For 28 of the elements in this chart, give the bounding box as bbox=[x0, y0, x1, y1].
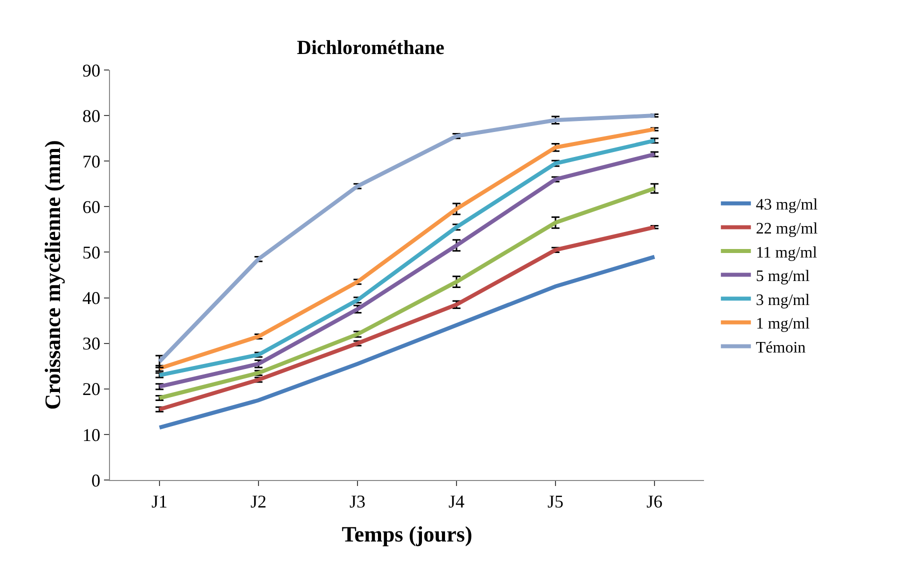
y-tick-label: 40 bbox=[82, 288, 100, 308]
y-tick-label: 70 bbox=[82, 151, 100, 172]
x-tick-label: J1 bbox=[151, 492, 168, 512]
y-tick-label: 80 bbox=[82, 106, 100, 126]
legend-label: 43 mg/ml bbox=[756, 196, 818, 214]
y-tick-label: 50 bbox=[82, 242, 100, 263]
x-tick-label: J4 bbox=[448, 492, 465, 512]
y-tick-label: 90 bbox=[82, 60, 100, 80]
y-tick-label: 10 bbox=[82, 424, 100, 445]
y-axis-title: Croissance mycélienne (mm) bbox=[40, 140, 66, 410]
legend-label: 22 mg/ml bbox=[756, 220, 818, 238]
y-tick-label: 60 bbox=[82, 196, 100, 217]
x-tick-label: J6 bbox=[646, 492, 663, 512]
legend-label: 5 mg/ml bbox=[756, 268, 810, 286]
chart-title: Dichlorométhane bbox=[296, 36, 444, 59]
x-tick-label: J2 bbox=[250, 492, 267, 512]
y-tick-label: 0 bbox=[91, 470, 100, 490]
y-tick-label: 20 bbox=[82, 379, 100, 400]
x-tick-label: J3 bbox=[349, 492, 366, 512]
legend-label: Témoin bbox=[756, 339, 806, 356]
y-tick-label: 30 bbox=[82, 334, 100, 354]
x-tick-label: J5 bbox=[547, 492, 564, 512]
legend-label: 11 mg/ml bbox=[756, 244, 818, 262]
line-series bbox=[158, 225, 656, 412]
legend-label: 3 mg/ml bbox=[756, 292, 810, 309]
x-axis-title: Temps (jours) bbox=[342, 522, 472, 546]
legend-label: 1 mg/ml bbox=[756, 316, 810, 333]
line-series bbox=[158, 254, 656, 430]
